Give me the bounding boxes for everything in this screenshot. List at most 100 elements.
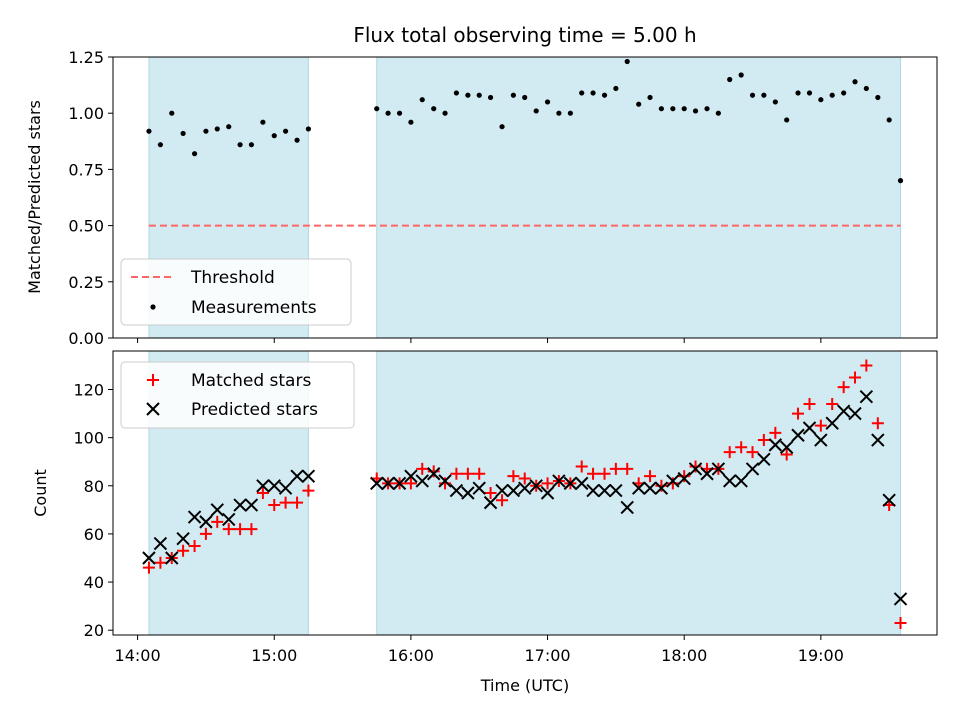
matched-star-point: [746, 446, 759, 459]
measurement-point: [294, 137, 300, 143]
measurement-point: [818, 97, 824, 103]
predicted-star-point: [609, 483, 623, 498]
measurement-point: [260, 119, 266, 125]
x-tick-label: 17:00: [524, 646, 570, 665]
measurement-point: [282, 128, 289, 134]
matched-star-point: [450, 467, 463, 480]
measurement-point: [772, 99, 778, 105]
predicted-star-point: [392, 476, 407, 491]
bottom-y-axis-label: Count: [31, 469, 50, 517]
predicted-star-point: [415, 474, 429, 488]
predicted-star-point: [199, 515, 213, 529]
measurement-point: [567, 110, 573, 116]
predicted-star-point: [666, 474, 680, 488]
matched-star-point: [541, 477, 554, 490]
matched-star-point: [678, 470, 691, 483]
predicted-star-point: [768, 438, 783, 452]
predicted-star-point: [278, 481, 293, 495]
predicted-star-point: [506, 483, 521, 498]
measurement-point: [169, 110, 175, 116]
matched-star-point: [860, 359, 873, 372]
y-tick-label: 1.25: [68, 48, 104, 67]
matched-star-point: [518, 472, 531, 485]
measurement-point: [784, 117, 790, 123]
predicted-star-point: [427, 467, 441, 481]
x-tick-label: 14:00: [115, 646, 161, 665]
matched-star-point: [723, 446, 736, 459]
matched-star-point: [609, 462, 622, 475]
predicted-star-point: [791, 428, 805, 442]
matched-star-point: [837, 381, 850, 394]
measurement-point: [385, 110, 391, 116]
predicted-star-point: [552, 474, 566, 488]
matched-star-point: [154, 556, 167, 569]
measurement-point: [852, 79, 858, 85]
predicted-star-point: [290, 469, 304, 483]
measurement-point: [226, 124, 232, 130]
measurement-point: [157, 142, 164, 148]
matched-star-point: [849, 371, 862, 384]
measurement-point: [795, 90, 801, 96]
predicted-star-point: [176, 532, 190, 546]
matched-star-point: [689, 460, 702, 473]
matched-star-point: [484, 487, 497, 499]
measurement-point: [875, 94, 881, 101]
predicted-star-point: [597, 483, 612, 498]
y-tick-label: 60: [84, 525, 104, 544]
legend-measurements-label: Measurements: [191, 298, 317, 318]
predicted-star-point: [381, 476, 395, 491]
measurement-point: [658, 106, 664, 112]
legend-threshold-label: Threshold: [190, 268, 275, 288]
y-tick-label: 40: [84, 573, 104, 592]
matched-star-point: [222, 523, 235, 536]
predicted-star-point: [654, 481, 669, 495]
measurement-point: [624, 58, 630, 65]
measurement-point: [715, 110, 721, 116]
y-tick-label: 1.00: [68, 104, 104, 123]
measurement-point: [374, 106, 380, 112]
predicted-star-point: [529, 479, 543, 493]
predicted-star-point: [233, 498, 247, 512]
matched-star-point: [245, 523, 258, 536]
measurement-point: [863, 85, 869, 92]
predicted-star-point: [643, 481, 657, 495]
measurement-point: [670, 106, 676, 112]
matched-star-point: [142, 561, 155, 574]
predicted-star-point: [722, 474, 737, 488]
measurement-point: [579, 90, 585, 96]
matched-star-point: [826, 397, 839, 410]
measurement-point: [180, 130, 186, 137]
measurement-point: [431, 106, 437, 112]
top-axes-frame: [112, 56, 938, 339]
matched-star-point: [814, 419, 827, 432]
measurement-point: [203, 128, 209, 134]
measurement-point: [841, 90, 847, 96]
top-legend-box: [120, 258, 352, 326]
bottom-y-ticks: 20 40 60 80 100 120: [73, 381, 113, 640]
predicted-star-point: [848, 406, 862, 421]
matched-star-point: [655, 479, 668, 492]
matched-star-point: [598, 467, 611, 480]
predicted-star-point: [404, 469, 418, 483]
observing-interval-2: [376, 351, 901, 635]
predicted-star-point: [142, 551, 156, 565]
measurement-point: [465, 92, 471, 98]
predicted-star-point: [483, 495, 498, 510]
legend-measurements-swatch: [150, 304, 156, 310]
predicted-star-point: [244, 498, 259, 512]
matched-star-point: [735, 441, 748, 454]
measurement-point: [146, 128, 152, 134]
y-tick-label: 20: [84, 621, 104, 640]
predicted-star-point: [267, 479, 281, 493]
predicted-star-point: [495, 483, 509, 498]
predicted-star-point: [540, 486, 555, 500]
matched-star-point: [769, 426, 782, 439]
predicted-star-point: [153, 536, 168, 551]
measurement-point: [476, 92, 482, 98]
x-tick-label: 18:00: [661, 646, 707, 665]
x-tick-label: 15:00: [251, 646, 297, 665]
measurement-point: [487, 94, 494, 101]
measurement-point: [556, 110, 562, 116]
matched-star-point: [439, 477, 452, 490]
predicted-star-point: [871, 433, 885, 447]
